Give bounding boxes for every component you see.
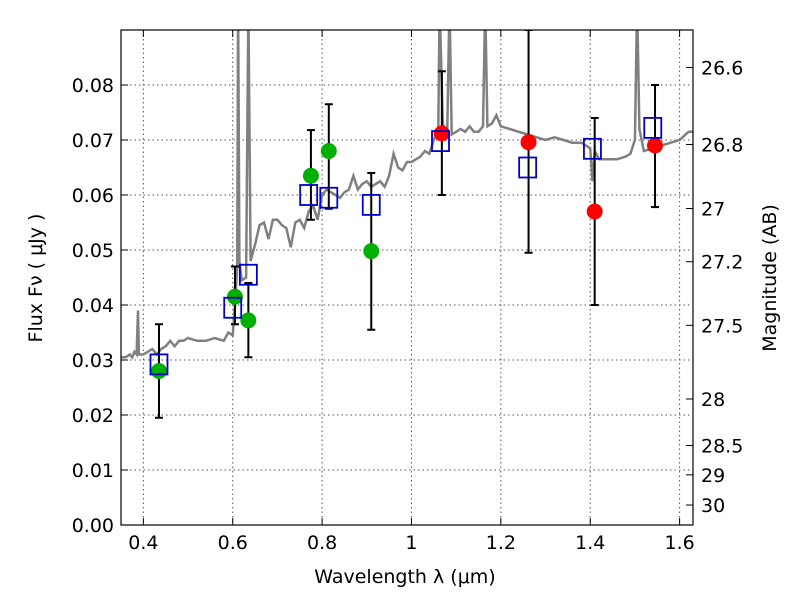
y-tick-label: 0.00 xyxy=(72,515,114,537)
grid-lines xyxy=(121,30,693,526)
model-point xyxy=(299,184,319,206)
plot-area xyxy=(121,30,693,419)
observed-point-red xyxy=(647,137,664,154)
y-tick-label: 0.06 xyxy=(72,185,114,207)
right-y-tick-label: 28 xyxy=(701,389,725,411)
observed-point-green xyxy=(240,312,257,329)
observed-point-green xyxy=(150,363,167,379)
y-tick-label: 0.05 xyxy=(72,240,114,262)
y-tick-label: 0.03 xyxy=(72,350,114,372)
x-tick-label: 0.4 xyxy=(128,532,158,554)
right-y-tick-label: 28.5 xyxy=(701,435,743,457)
model-point xyxy=(238,263,258,286)
y-axis-title: Flux Fν ( μJy ) xyxy=(25,214,47,343)
model-point xyxy=(643,117,663,139)
right-y-tick-label: 27.2 xyxy=(701,252,743,274)
x-tick-label: 0.6 xyxy=(218,532,248,554)
tick-labels: 0.4 0.6 0.8 1 1.2 1.4 1.6 0.00 0.01 0.02 0.03 0.04 0… xyxy=(72,58,744,554)
spectrum-line xyxy=(121,30,693,360)
x-tick-label: 1.6 xyxy=(664,532,694,554)
observed-point-red xyxy=(520,134,537,151)
y-tick-label: 0.04 xyxy=(72,295,114,317)
observed-point-red xyxy=(586,203,603,220)
observed-point-green xyxy=(320,143,337,159)
model-points xyxy=(149,117,663,376)
right-y-tick-label: 30 xyxy=(701,495,725,517)
right-y-tick-label: 29 xyxy=(701,465,725,487)
error-bars xyxy=(154,30,660,419)
x-tick-label: 0.8 xyxy=(307,532,337,554)
right-y-tick-label: 27 xyxy=(701,198,725,220)
x-tick-label: 1.2 xyxy=(486,532,516,554)
right-y-axis-title: Magnitude (AB) xyxy=(759,204,781,352)
model-point xyxy=(319,186,339,209)
observed-point-red xyxy=(433,125,450,142)
y-tick-label: 0.08 xyxy=(72,75,114,97)
right-y-tick-label: 26.8 xyxy=(701,134,743,156)
observed-point-green xyxy=(302,167,319,184)
model-point xyxy=(431,130,450,153)
x-tick-label: 1.4 xyxy=(575,532,605,554)
plot-frame xyxy=(120,29,694,526)
model-point xyxy=(223,296,243,319)
model-point xyxy=(583,137,602,160)
observed-point-green xyxy=(363,243,380,260)
model-point xyxy=(149,353,169,376)
y-tick-label: 0.07 xyxy=(72,130,114,152)
model-point xyxy=(518,156,538,179)
right-y-tick-label: 27.5 xyxy=(701,315,743,337)
x-axis-title: Wavelength λ (μm) xyxy=(314,566,495,588)
y-tick-label: 0.02 xyxy=(72,405,114,427)
x-tick-label: 1 xyxy=(405,532,417,554)
model-point xyxy=(361,193,381,216)
right-y-tick-label: 26.6 xyxy=(701,58,743,80)
observed-point-green xyxy=(226,288,243,305)
y-tick-label: 0.01 xyxy=(72,460,114,482)
axis-ticks xyxy=(121,30,693,526)
